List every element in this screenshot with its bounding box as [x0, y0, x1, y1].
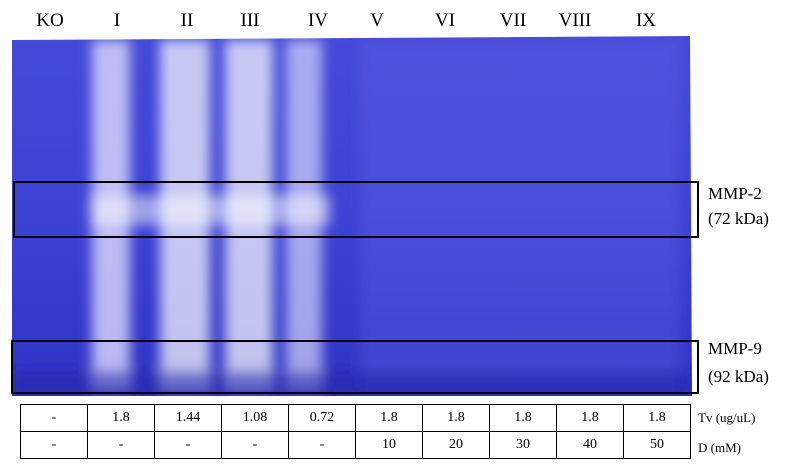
- lane-label: IX: [636, 10, 656, 31]
- lane-label: VIII: [559, 10, 592, 31]
- lane-label: IV: [308, 10, 328, 31]
- table-cell: 1.8: [624, 405, 691, 432]
- table-cell: 20: [423, 432, 490, 459]
- lane-label: I: [114, 10, 120, 31]
- table-cell: 40: [557, 432, 624, 459]
- table-cell: -: [88, 432, 155, 459]
- lane-label: II: [181, 10, 194, 31]
- figure: KOIIIIIIIVVVIVIIVIIIIXMMP-2(72 kDa)MMP-9…: [0, 0, 797, 464]
- table-cell: 1.8: [557, 405, 624, 432]
- table-cell: -: [222, 432, 289, 459]
- table-cell: -: [21, 405, 88, 432]
- lane-label: III: [241, 10, 260, 31]
- row-label: D (mM): [698, 440, 741, 456]
- table-cell: 1.08: [222, 405, 289, 432]
- lane-label: KO: [36, 10, 63, 31]
- table-cell: 1.8: [490, 405, 557, 432]
- table-cell: 0.72: [289, 405, 356, 432]
- band-size: (92 kDa): [708, 367, 769, 386]
- table-cell: 1.8: [88, 405, 155, 432]
- table-cell: -: [289, 432, 356, 459]
- lane-label: VII: [500, 10, 526, 31]
- table-cell: 30: [490, 432, 557, 459]
- lane-label: V: [370, 10, 384, 31]
- band-name: MMP-9: [708, 339, 762, 358]
- lane-label: VI: [435, 10, 455, 31]
- table-cell: 1.8: [423, 405, 490, 432]
- band-size: (72 kDa): [708, 209, 769, 228]
- table-cell: 1.44: [155, 405, 222, 432]
- table-cell: 1.8: [356, 405, 423, 432]
- table-cell: 10: [356, 432, 423, 459]
- table-cell: -: [21, 432, 88, 459]
- row-label: Tv (ug/uL): [698, 410, 755, 426]
- table-cell: -: [155, 432, 222, 459]
- band-name: MMP-2: [708, 184, 762, 203]
- table-cell: 50: [624, 432, 691, 459]
